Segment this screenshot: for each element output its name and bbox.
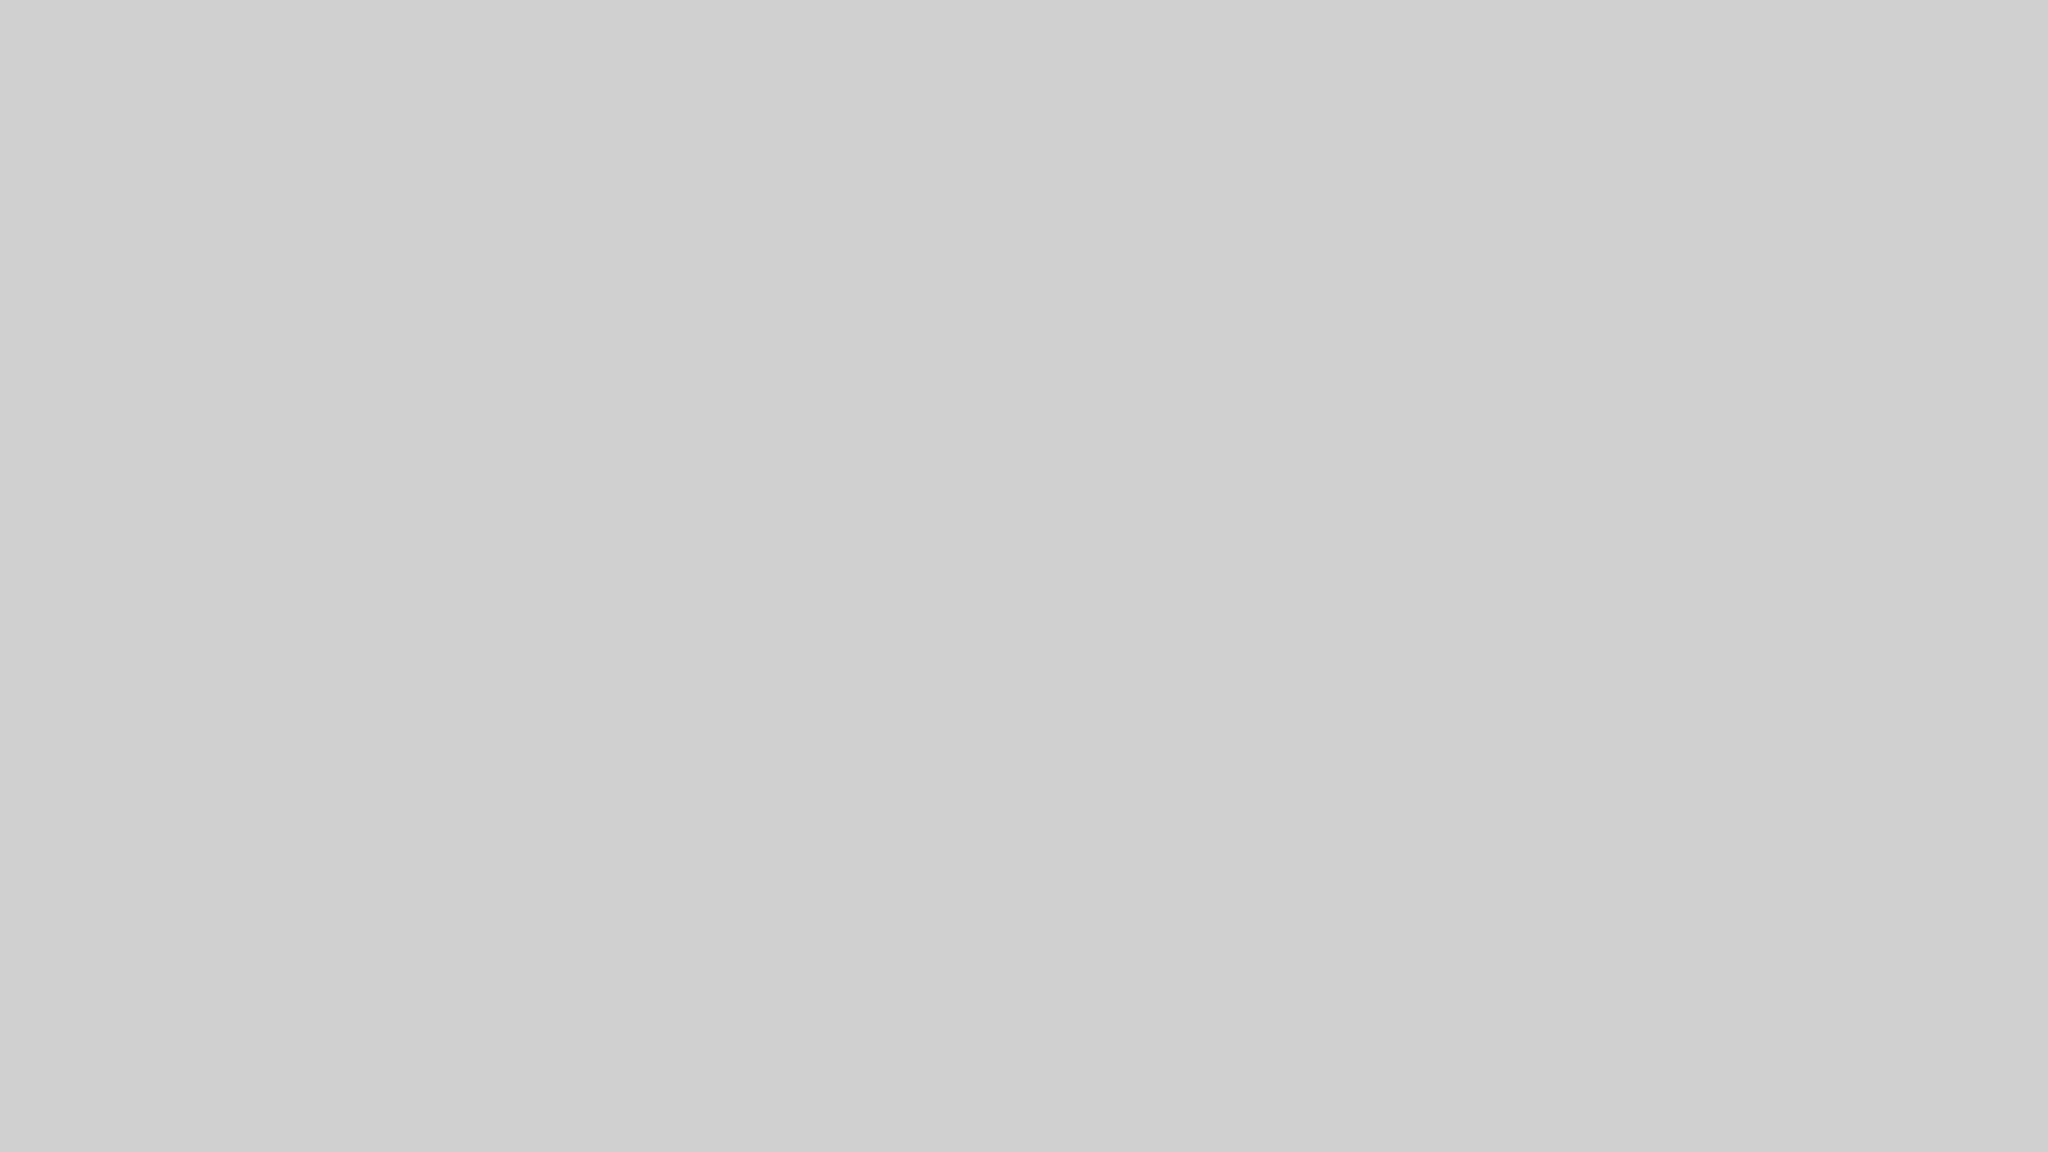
- placeholder: [0, 0, 2048, 1152]
